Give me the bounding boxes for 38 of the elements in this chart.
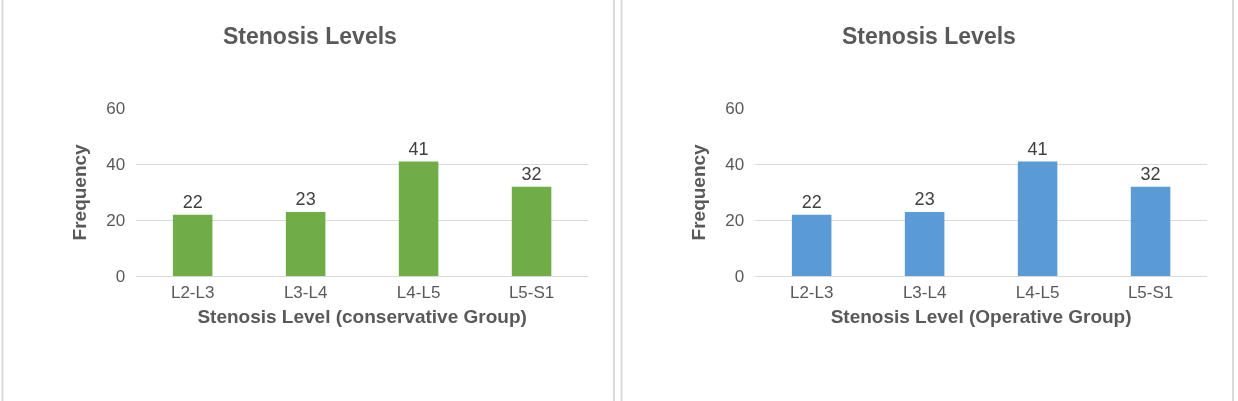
x-tick-label: L5-S1 (1127, 282, 1174, 302)
data-label: 32 (521, 163, 542, 184)
x-tick-label: L2-L3 (170, 282, 215, 302)
y-tick-label: 40 (106, 155, 126, 175)
x-tick-label: L3-L4 (902, 282, 947, 302)
data-label: 22 (182, 191, 203, 212)
bar (1130, 186, 1171, 277)
y-tick-label: 0 (734, 267, 745, 287)
y-tick-label: 40 (725, 155, 745, 175)
x-axis-title: Stenosis Level (conservative Group) (197, 305, 527, 327)
chart-title: Stenosis Levels (223, 23, 397, 49)
bar (1017, 161, 1058, 277)
x-axis-title: Stenosis Level (Operative Group) (830, 305, 1132, 327)
bar (172, 214, 213, 277)
y-tick-label: 60 (725, 99, 745, 119)
y-tick-label: 0 (115, 267, 126, 287)
data-label: 23 (914, 188, 935, 209)
x-tick-label: L4-L5 (396, 282, 441, 302)
data-label: 41 (408, 138, 429, 159)
x-tick-label: L2-L3 (789, 282, 834, 302)
y-tick-label: 20 (725, 211, 745, 231)
bar (398, 161, 439, 277)
x-tick-label: L5-S1 (508, 282, 555, 302)
chart-title: Stenosis Levels (842, 23, 1016, 49)
y-tick-label: 60 (106, 99, 126, 119)
y-tick-label: 20 (106, 211, 126, 231)
x-tick-label: L3-L4 (283, 282, 328, 302)
bar (791, 214, 832, 277)
data-label: 32 (1140, 163, 1161, 184)
data-label: 41 (1027, 138, 1048, 159)
y-axis-title: Frequency (688, 143, 710, 241)
y-axis-title: Frequency (69, 143, 91, 241)
x-tick-label: L4-L5 (1015, 282, 1060, 302)
bar (285, 211, 326, 277)
bar (904, 211, 945, 277)
bar (511, 186, 552, 277)
data-label: 23 (295, 188, 316, 209)
data-label: 22 (801, 191, 822, 212)
